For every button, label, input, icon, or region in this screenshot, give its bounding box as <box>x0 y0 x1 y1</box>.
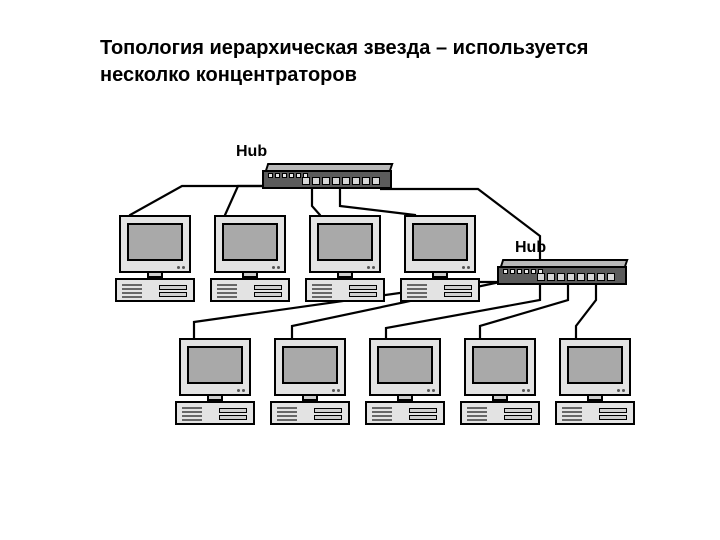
pc-base-icon <box>460 401 540 425</box>
computer-node <box>460 338 540 425</box>
monitor-icon <box>119 215 191 273</box>
hub-label-2: Hub <box>515 239 546 257</box>
monitor-icon <box>274 338 346 396</box>
monitor-icon <box>404 215 476 273</box>
hub-2-ports <box>537 273 615 281</box>
monitor-icon <box>559 338 631 396</box>
hub-2 <box>497 259 627 287</box>
computer-node <box>175 338 255 425</box>
hub-port <box>352 177 360 185</box>
hub-port <box>567 273 575 281</box>
hub-port <box>312 177 320 185</box>
pc-base-icon <box>555 401 635 425</box>
computer-node <box>270 338 350 425</box>
hub-port <box>537 273 545 281</box>
hub-port <box>322 177 330 185</box>
page-title: Топология иерархическая звезда – использ… <box>100 35 620 89</box>
pc-base-icon <box>175 401 255 425</box>
hub-port <box>302 177 310 185</box>
wire <box>576 285 596 342</box>
diagram-canvas: Топология иерархическая звезда – использ… <box>0 0 720 540</box>
pc-base-icon <box>270 401 350 425</box>
hub-port <box>587 273 595 281</box>
pc-base-icon <box>305 278 385 302</box>
hub-port <box>372 177 380 185</box>
computer-node <box>115 215 195 302</box>
monitor-icon <box>309 215 381 273</box>
hub-label-1: Hub <box>236 143 267 161</box>
hub-port <box>547 273 555 281</box>
hub-1 <box>262 163 392 191</box>
wire <box>480 285 568 342</box>
pc-base-icon <box>365 401 445 425</box>
pc-base-icon <box>210 278 290 302</box>
pc-base-icon <box>400 278 480 302</box>
monitor-icon <box>214 215 286 273</box>
hub-port <box>607 273 615 281</box>
computer-node <box>555 338 635 425</box>
hub-port <box>342 177 350 185</box>
hub-1-ports <box>302 177 380 185</box>
monitor-icon <box>464 338 536 396</box>
hub-port <box>557 273 565 281</box>
monitor-icon <box>179 338 251 396</box>
computer-node <box>365 338 445 425</box>
computer-node <box>400 215 480 302</box>
monitor-icon <box>369 338 441 396</box>
hub-port <box>597 273 605 281</box>
computer-node <box>305 215 385 302</box>
computer-node <box>210 215 290 302</box>
hub-port <box>577 273 585 281</box>
pc-base-icon <box>115 278 195 302</box>
hub-port <box>362 177 370 185</box>
hub-port <box>332 177 340 185</box>
